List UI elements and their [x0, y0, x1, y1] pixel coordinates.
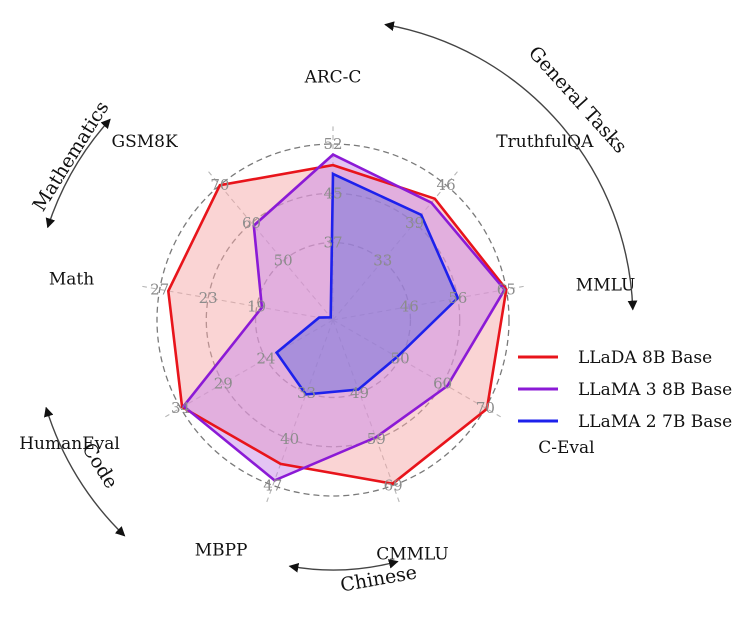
tick-label-math-3: 19	[247, 298, 266, 316]
legend: LLaDA 8B Base LLaMA 3 8B Base LLaMA 2 7B…	[518, 348, 732, 432]
tick-label-arc-c-2: 45	[323, 184, 342, 202]
tick-label-cmmlu-3: 49	[350, 384, 369, 402]
tick-label-gsm8k-1: 70	[210, 176, 229, 194]
tick-label-math-1: 27	[150, 280, 169, 298]
group-label-chinese: Chinese	[339, 561, 419, 596]
tick-label-arc-c-1: 52	[323, 135, 342, 153]
tick-label-humaneval-3: 24	[256, 350, 275, 368]
tick-label-humaneval-1: 34	[171, 399, 190, 417]
tick-label-mmlu-2: 56	[448, 289, 467, 307]
tick-label-mbpp-1: 47	[263, 476, 282, 494]
group-arc-code	[43, 406, 126, 537]
tick-label-truthfulqa-2: 39	[405, 214, 424, 232]
tick-label-mmlu-3: 46	[400, 298, 419, 316]
tick-label-truthfulqa-1: 46	[437, 176, 456, 194]
group-label-mathematics: Mathematics	[28, 97, 113, 215]
legend-label-llama2: LLaMA 2 7B Base	[578, 412, 732, 432]
grid-ring-1	[156, 143, 510, 497]
axis-label-mmlu: MMLU	[576, 276, 636, 296]
legend-label-llama3: LLaMA 3 8B Base	[578, 380, 732, 400]
radar-series	[166, 153, 508, 486]
group-arc-mathematics	[45, 118, 111, 229]
tick-label-mbpp-2: 40	[280, 430, 299, 448]
axis-label-arc-c: ARC-C	[304, 68, 362, 88]
tick-label-cmmlu-1: 69	[384, 476, 403, 494]
group-arc-chinese	[288, 559, 399, 573]
tick-label-truthfulqa-3: 33	[373, 252, 392, 270]
axis-label-c-eval: C-Eval	[538, 438, 594, 458]
tick-label-mmlu-1: 65	[497, 280, 516, 298]
axis-label-mbpp: MBPP	[195, 540, 248, 560]
tick-label-c-eval-1: 70	[476, 399, 495, 417]
tick-label-math-2: 23	[199, 289, 218, 307]
legend-label-llada: LLaDA 8B Base	[578, 348, 712, 368]
axis-label-gsm8k: GSM8K	[112, 132, 178, 152]
tick-label-c-eval-2: 60	[433, 374, 452, 392]
tick-label-gsm8k-3: 50	[274, 252, 293, 270]
axis-label-math: Math	[49, 270, 94, 290]
tick-label-gsm8k-2: 60	[242, 214, 261, 232]
tick-label-mbpp-3: 33	[297, 384, 316, 402]
tick-label-humaneval-2: 29	[214, 374, 233, 392]
group-arc-general-tasks	[384, 21, 638, 311]
tick-label-cmmlu-2: 59	[367, 430, 386, 448]
tick-label-c-eval-3: 50	[391, 350, 410, 368]
tick-label-arc-c-3: 37	[323, 234, 342, 252]
